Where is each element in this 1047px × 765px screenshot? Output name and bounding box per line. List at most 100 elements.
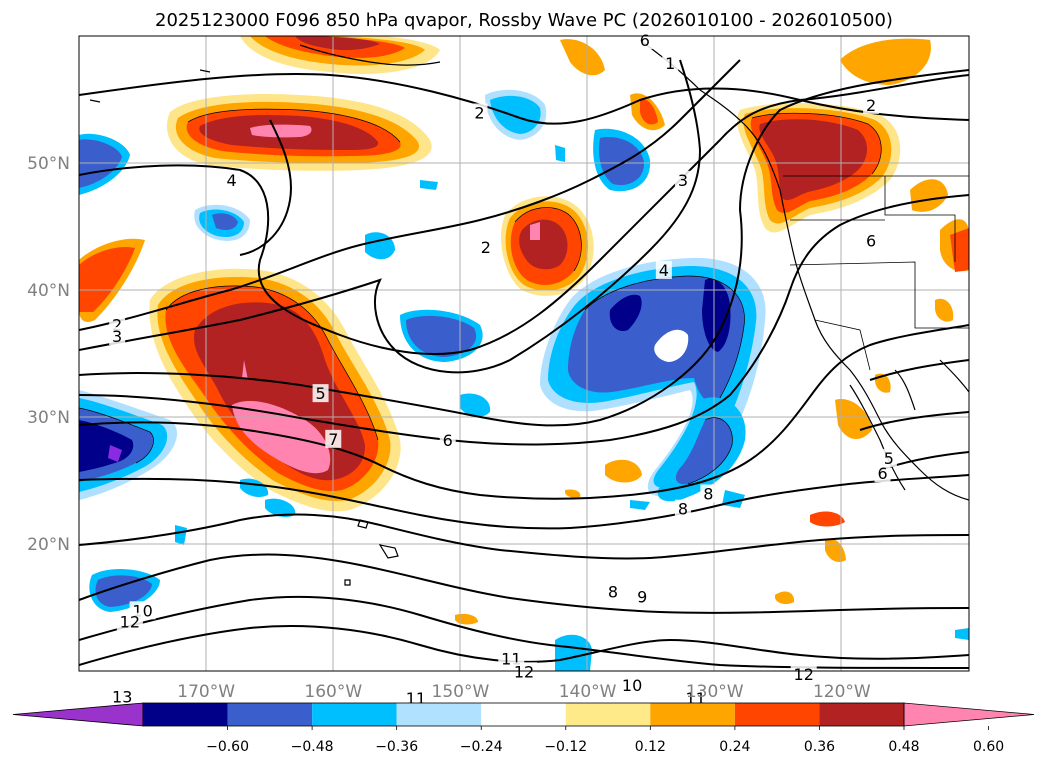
contour-line-8 [79, 474, 969, 530]
longitude-labels: 170°W 160°W 150°W 140°W 130°W 120°W [177, 682, 871, 702]
contour-label: 6 [866, 232, 876, 251]
contour-label: 6 [877, 464, 887, 483]
contour-label-bg [674, 499, 691, 518]
longitude-label: 140°W [559, 682, 617, 702]
contour-line-3 [79, 59, 702, 374]
contour-label: 9 [637, 587, 647, 606]
colorbar-segment [650, 703, 735, 726]
colorbar-extend-max [903, 702, 1035, 727]
contour-label: 1 [665, 54, 675, 73]
colorbar-label: −0.60 [206, 739, 249, 755]
map-frame [78, 35, 970, 672]
latitude-label: 50°N [27, 154, 70, 174]
longitude-label: 150°W [432, 682, 490, 702]
contour-line-9 [79, 513, 969, 560]
negative-blob-other [79, 89, 969, 671]
positive-blob-mid-pacific [501, 196, 594, 296]
positive-blob-small [455, 38, 969, 625]
contour-line-2-central [79, 59, 741, 331]
colorbar-label: 0.60 [973, 739, 1004, 755]
contour-label: 2 [866, 96, 876, 115]
colorbar-label: 0.36 [804, 739, 835, 755]
colorbar-segment [227, 703, 313, 726]
contour-label-bg [674, 170, 691, 189]
colorbar-segment [565, 703, 651, 726]
longitude-label: 160°W [304, 682, 362, 702]
colorbar-label: −0.36 [375, 739, 418, 755]
colorbar-frame [142, 702, 905, 727]
colorbar-segment [396, 703, 482, 726]
contour-label-bg [402, 688, 429, 707]
contour-label: 4 [659, 261, 669, 280]
colorbar-label: −0.24 [460, 739, 503, 755]
contour-label-bg [863, 231, 880, 250]
political-borders [783, 175, 969, 371]
contour-label-bg [605, 582, 621, 601]
contour-label-bg [109, 326, 126, 345]
contour-label: 6 [443, 431, 453, 450]
latitude-label: 20°N [27, 535, 70, 555]
contour-label-bg [116, 612, 143, 631]
colorbar-segment [481, 703, 566, 726]
contour-label-bg [471, 103, 488, 122]
contour-line-west-loop [239, 119, 292, 256]
contour-line-se-2 [859, 411, 969, 431]
contour-label: 4 [226, 171, 236, 190]
colorbar-label: −0.12 [544, 739, 587, 755]
contour-line-7 [79, 324, 969, 500]
contour-label: 5 [884, 449, 894, 468]
contour-label-bg [312, 384, 329, 403]
colorbar-segment [312, 703, 397, 726]
contour-label-bg [655, 260, 672, 279]
contour-line-se-loop [869, 359, 969, 381]
colorbar-extend-min [12, 702, 144, 727]
colorbar-label: 0.24 [719, 739, 750, 755]
contour-line-10 [79, 553, 969, 614]
colorbar-label: −0.48 [291, 739, 334, 755]
colorbar-label: 0.12 [635, 739, 666, 755]
contour-label-bg [619, 676, 646, 695]
contour-label: 2 [481, 238, 491, 257]
longitude-label: 120°W [813, 682, 871, 702]
contour-label-bg [439, 431, 456, 450]
contour-label-bg [662, 53, 679, 72]
negative-blob-south-arc [657, 397, 746, 502]
contour-label-bg [109, 687, 136, 706]
positive-blob-alaska-gulf [166, 93, 432, 171]
contour-label: 6 [640, 31, 650, 50]
contour-label: 2 [474, 103, 484, 122]
contour-label: 8 [678, 500, 688, 519]
contour-label-bg [682, 688, 709, 707]
contour-label: 13 [112, 688, 132, 707]
contour-label-bg [863, 95, 880, 114]
contour-label: 2 [112, 316, 122, 335]
contour-label-bg [874, 464, 891, 483]
colorbar: −0.60 −0.48 −0.36 −0.24 −0.12 0.12 0.24 0.36 0.4… [12, 702, 1035, 755]
contour-line-6 [79, 194, 969, 446]
latitude-label: 30°N [27, 408, 70, 428]
colorbar-segment [734, 703, 820, 726]
contour-line-11 [79, 595, 969, 669]
contour-label: 3 [678, 171, 688, 190]
contour-label-bg [700, 484, 717, 503]
longitude-label: 170°W [177, 682, 235, 702]
contour-label: 7 [328, 430, 338, 449]
colorbar-segment [143, 703, 228, 726]
contour-label-bg [223, 170, 240, 189]
contour-line-5 [79, 69, 969, 427]
thin-contours [79, 108, 882, 485]
latitude-labels: 50°N 40°N 30°N 20°N [27, 154, 70, 555]
contour-label-bg [790, 664, 817, 683]
positive-blob-west-edge [79, 238, 145, 322]
contour-label-bg [634, 587, 651, 606]
chart-title: 2025123000 F096 850 hPa qvapor, Rossby W… [155, 10, 893, 31]
contour-label: 10 [622, 676, 642, 695]
contour-label: 8 [608, 582, 618, 601]
contour-line-12 [79, 625, 969, 666]
contour-line-2-north [79, 73, 969, 125]
colorbar-segment [819, 703, 904, 726]
contour-label: 3 [112, 327, 122, 346]
